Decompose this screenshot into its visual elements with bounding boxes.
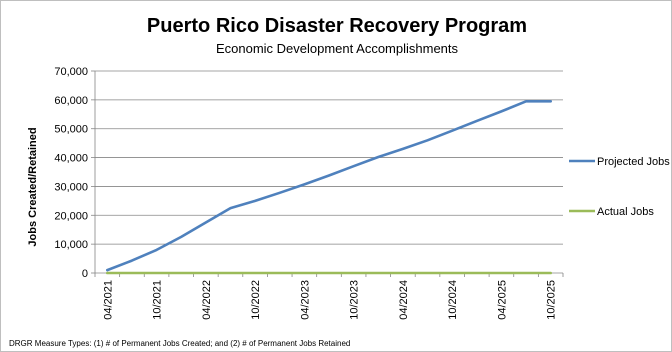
x-tick-label: 10/2023 [349,280,361,320]
footnote: DRGR Measure Types: (1) # of Permanent J… [9,339,350,348]
x-axis-ticks: 04/2021 10/2021 04/2022 10/2022 04/2023 10/20… [94,273,564,320]
x-tick-label: 10/2022 [250,280,262,320]
y-tick-label: 70,000 [54,66,88,78]
y-tick-label: 40,000 [54,153,88,165]
y-tick-label: 20,000 [54,210,88,222]
x-tick-label: 04/2023 [299,280,311,320]
y-tick-label: 60,000 [54,95,88,107]
x-tick-label: 04/2022 [201,280,213,320]
y-axis-label: Jobs Created/Retained [27,127,39,246]
y-tick-label: 0 [82,268,88,280]
legend: Projected Jobs Actual Jobs [569,156,670,218]
y-axis-ticks: 0 10,000 20,000 30,000 40,000 50,000 60,000 70,… [54,66,95,280]
chart-title: Puerto Rico Disaster Recovery Program [147,15,527,37]
chart-subtitle: Economic Development Accomplishments [216,41,459,56]
x-tick-label: 04/2021 [102,280,114,320]
x-tick-label: 04/2025 [496,280,508,320]
x-tick-label: 04/2024 [398,280,410,320]
x-tick-label: 10/2024 [447,280,459,320]
legend-label-actual-jobs: Actual Jobs [597,206,654,218]
x-axis [94,71,563,274]
y-tick-label: 50,000 [54,124,88,136]
series-line-projected-jobs [106,100,553,272]
gridlines [95,70,563,245]
y-tick-label: 10,000 [54,239,88,251]
legend-label-projected-jobs: Projected Jobs [597,156,670,168]
series-lines [106,100,553,275]
x-tick-label: 10/2021 [152,280,164,320]
y-tick-label: 30,000 [54,181,88,193]
x-tick-label: 10/2025 [546,280,558,320]
